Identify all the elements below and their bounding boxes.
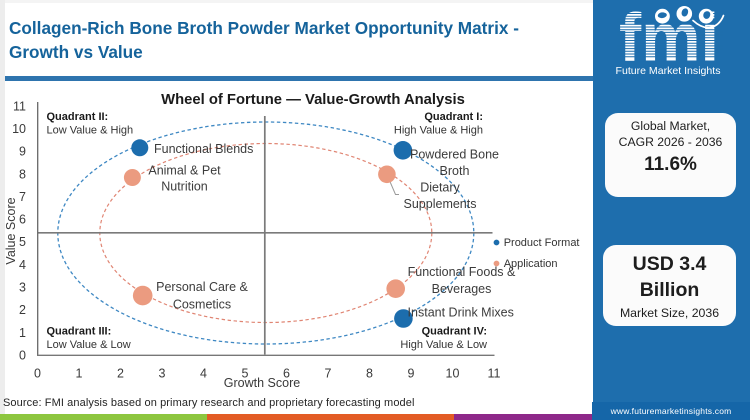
svg-text:Beverages: Beverages: [432, 282, 492, 296]
svg-text:High Value & High: High Value & High: [394, 125, 483, 137]
svg-text:Future Market Insights: Future Market Insights: [616, 65, 721, 77]
svg-text:Broth: Broth: [440, 164, 470, 178]
svg-text:Personal Care &: Personal Care &: [156, 280, 248, 294]
svg-text:Functional Blends: Functional Blends: [154, 142, 253, 156]
svg-text:4: 4: [19, 258, 26, 272]
svg-text:Value Score: Value Score: [4, 197, 18, 264]
svg-text:Dietary: Dietary: [420, 181, 460, 195]
svg-text:Quadrant III:: Quadrant III:: [47, 326, 112, 338]
svg-text:Quadrant I:: Quadrant I:: [424, 111, 483, 123]
svg-text:11: 11: [13, 100, 26, 114]
svg-text:9: 9: [19, 145, 26, 159]
svg-text:5: 5: [19, 235, 26, 249]
svg-text:7: 7: [19, 190, 26, 204]
svg-text:0: 0: [19, 348, 26, 362]
svg-text:11: 11: [488, 367, 501, 381]
svg-text:Powdered Bone: Powdered Bone: [410, 148, 499, 162]
svg-text:Product Format: Product Format: [504, 237, 580, 249]
svg-text:8: 8: [19, 167, 26, 181]
svg-text:Growth Score: Growth Score: [224, 376, 300, 390]
svg-text:7: 7: [325, 367, 332, 381]
svg-text:4: 4: [200, 367, 207, 381]
svg-text:1: 1: [19, 326, 26, 340]
svg-text:Animal & Pet: Animal & Pet: [148, 164, 221, 178]
svg-text:10: 10: [12, 122, 26, 136]
svg-text:Instant Drink Mixes: Instant Drink Mixes: [408, 306, 514, 320]
svg-text:Low Value & Low: Low Value & Low: [47, 339, 131, 351]
svg-text:Quadrant IV:: Quadrant IV:: [422, 326, 487, 338]
svg-text:0: 0: [34, 367, 41, 381]
svg-text:Wheel of Fortune — Value-Growt: Wheel of Fortune — Value-Growth Analysis: [161, 92, 465, 108]
svg-text:Application: Application: [504, 258, 558, 270]
svg-text:2: 2: [117, 367, 124, 381]
svg-text:1: 1: [76, 367, 83, 381]
svg-text:Quadrant II:: Quadrant II:: [47, 111, 109, 123]
svg-text:Nutrition: Nutrition: [161, 180, 208, 194]
svg-text:Functional Foods &: Functional Foods &: [408, 265, 516, 279]
svg-text:6: 6: [283, 367, 290, 381]
svg-text:Low Value & High: Low Value & High: [47, 125, 134, 137]
svg-text:Cosmetics: Cosmetics: [173, 298, 231, 312]
svg-text:Supplements: Supplements: [404, 197, 477, 211]
svg-text:5: 5: [242, 367, 249, 381]
svg-text:6: 6: [19, 213, 26, 227]
svg-text:10: 10: [446, 367, 460, 381]
svg-text:2: 2: [19, 303, 26, 317]
svg-text:3: 3: [19, 281, 26, 295]
svg-text:8: 8: [366, 367, 373, 381]
svg-text:9: 9: [408, 367, 415, 381]
svg-text:High Value & Low: High Value & Low: [400, 339, 487, 351]
svg-text:3: 3: [159, 367, 166, 381]
